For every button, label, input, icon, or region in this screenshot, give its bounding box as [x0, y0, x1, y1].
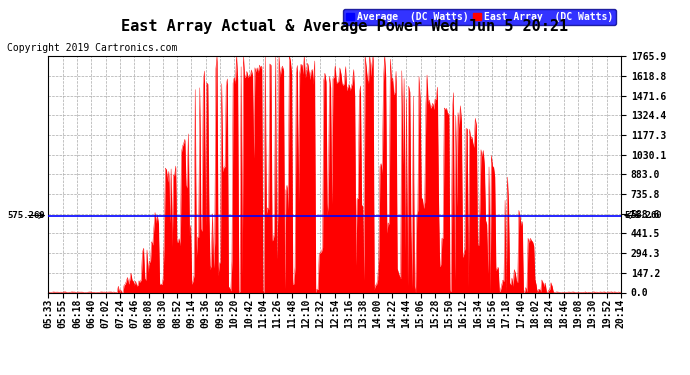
Text: East Array Actual & Average Power Wed Jun 5 20:21: East Array Actual & Average Power Wed Ju… [121, 19, 569, 34]
Text: Copyright 2019 Cartronics.com: Copyright 2019 Cartronics.com [7, 43, 177, 53]
Text: 575.260: 575.260 [624, 211, 662, 220]
Legend: Average  (DC Watts), East Array  (DC Watts): Average (DC Watts), East Array (DC Watts… [343, 9, 616, 25]
Text: 575.260: 575.260 [8, 211, 46, 220]
